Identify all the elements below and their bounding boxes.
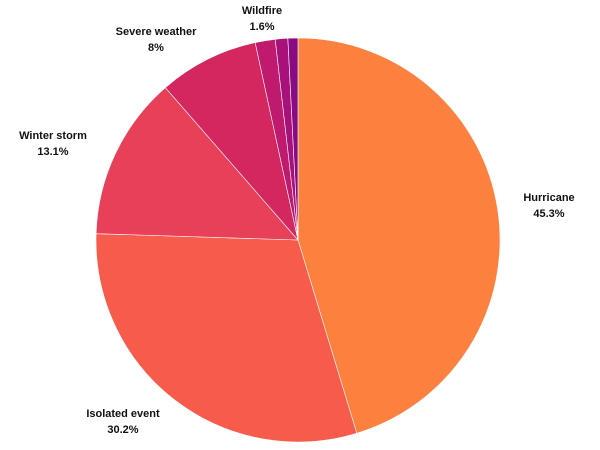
slice-label-value: 30.2% — [107, 424, 138, 436]
pie-slice-hurricane — [297, 37, 501, 434]
pie-labels: Hurricane 45.3% Isolated event 30.2% Winter … — [19, 5, 575, 436]
slice-label-name: Isolated event — [86, 408, 160, 420]
pie-slice-unlabeled-6 — [287, 37, 299, 241]
pie-slices — [95, 37, 501, 443]
slice-label-name: Hurricane — [523, 192, 574, 204]
slice-label-value: 45.3% — [533, 208, 564, 220]
slice-label-name: Winter storm — [19, 130, 87, 142]
slice-label-value: 13.1% — [37, 146, 68, 158]
pie-slice-winter-storm — [95, 87, 299, 241]
pie-slice-severe-weather — [164, 42, 299, 241]
slice-label-value: 1.6% — [249, 21, 274, 33]
slice-label-value: 8% — [148, 42, 164, 54]
pie-slice-isolated-event — [95, 233, 358, 443]
slice-label-name: Severe weather — [116, 26, 197, 38]
slice-label-name: Wildfire — [242, 5, 282, 17]
